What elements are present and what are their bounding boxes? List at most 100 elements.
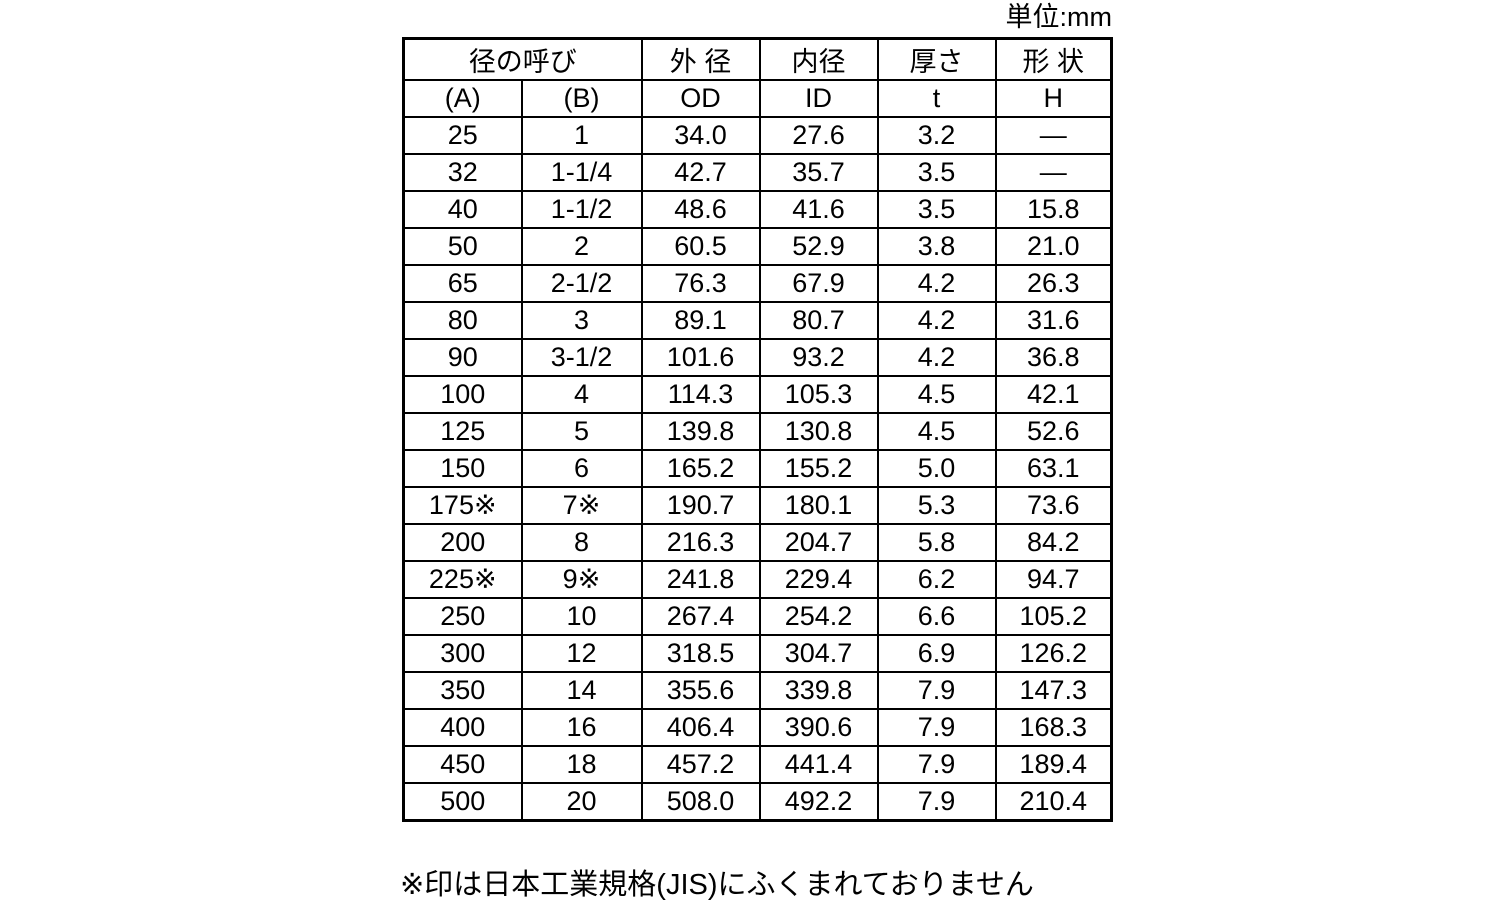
cell-h: 52.6 [994, 412, 1113, 451]
header-row-1: 径の呼び 外 径 内径 厚さ 形 状 [402, 37, 1113, 81]
table-row: 400 16 406.4 390.6 7.9 168.3 [402, 708, 1113, 747]
cell-t: 7.9 [876, 708, 997, 747]
table-row: 150 6 165.2 155.2 5.0 63.1 [402, 449, 1113, 488]
header-h: H [994, 79, 1113, 118]
cell-h: 26.3 [994, 264, 1113, 303]
table-row: 25 1 34.0 27.6 3.2— [402, 116, 1113, 155]
cell-t: 3.5 [876, 153, 997, 192]
cell-od: 355.6 [640, 671, 761, 710]
cell-id: 304.7 [758, 634, 879, 673]
cell-h: 21.0 [994, 227, 1113, 266]
header-row-2: (A) (B) OD ID t H [402, 79, 1113, 118]
cell-b: 10 [520, 597, 643, 636]
cell-b: 3 [520, 301, 643, 340]
header-b: (B) [520, 79, 643, 118]
cell-b: 1-1/2 [520, 190, 643, 229]
cell-a: 450 [402, 745, 523, 784]
cell-t: 5.0 [876, 449, 997, 488]
cell-h: 36.8 [994, 338, 1113, 377]
cell-h: 147.3 [994, 671, 1113, 710]
table-body: 25 1 34.0 27.6 3.2—32 1-1/4 42.7 35.7 3.5—40 1-1/… [402, 116, 1113, 822]
cell-t: 7.9 [876, 671, 997, 710]
cell-id: 390.6 [758, 708, 879, 747]
cell-b: 16 [520, 708, 643, 747]
cell-b: 2 [520, 227, 643, 266]
cell-id: 105.3 [758, 375, 879, 414]
cell-t: 6.9 [876, 634, 997, 673]
cell-id: 27.6 [758, 116, 879, 155]
cell-a: 80 [402, 301, 523, 340]
cell-t: 3.8 [876, 227, 997, 266]
cell-h: 84.2 [994, 523, 1113, 562]
cell-id: 35.7 [758, 153, 879, 192]
cell-od: 60.5 [640, 227, 761, 266]
cell-t: 5.3 [876, 486, 997, 525]
header-thickness: 厚さ [876, 37, 997, 81]
header-od: OD [640, 79, 761, 118]
cell-t: 3.5 [876, 190, 997, 229]
cell-b: 18 [520, 745, 643, 784]
cell-id: 93.2 [758, 338, 879, 377]
header-diameter-designation: 径の呼び [402, 37, 643, 81]
pipe-dimension-table: 径の呼び 外 径 内径 厚さ 形 状 (A) (B) OD ID t H 25 1… [402, 37, 1113, 822]
cell-h: 105.2 [994, 597, 1113, 636]
cell-od: 114.3 [640, 375, 761, 414]
cell-h: 15.8 [994, 190, 1113, 229]
cell-od: 267.4 [640, 597, 761, 636]
cell-b: 9※ [520, 560, 643, 599]
cell-t: 7.9 [876, 782, 997, 822]
cell-a: 500 [402, 782, 523, 822]
cell-a: 100 [402, 375, 523, 414]
cell-b: 20 [520, 782, 643, 822]
cell-od: 76.3 [640, 264, 761, 303]
cell-h: 31.6 [994, 301, 1113, 340]
cell-id: 80.7 [758, 301, 879, 340]
cell-h: — [994, 116, 1113, 155]
cell-b: 3-1/2 [520, 338, 643, 377]
cell-t: 4.5 [876, 412, 997, 451]
cell-b: 8 [520, 523, 643, 562]
cell-id: 52.9 [758, 227, 879, 266]
cell-id: 130.8 [758, 412, 879, 451]
table-row: 100 4 114.3 105.3 4.5 42.1 [402, 375, 1113, 414]
table-row: 125 5 139.8 130.8 4.5 52.6 [402, 412, 1113, 451]
cell-t: 4.2 [876, 338, 997, 377]
table-row: 50 2 60.5 52.9 3.8 21.0 [402, 227, 1113, 266]
cell-id: 204.7 [758, 523, 879, 562]
cell-a: 200 [402, 523, 523, 562]
cell-b: 7※ [520, 486, 643, 525]
cell-id: 67.9 [758, 264, 879, 303]
cell-a: 65 [402, 264, 523, 303]
cell-b: 5 [520, 412, 643, 451]
cell-a: 175※ [402, 486, 523, 525]
table-row: 65 2-1/2 76.3 67.9 4.2 26.3 [402, 264, 1113, 303]
table-row: 350 14 355.6 339.8 7.9 147.3 [402, 671, 1113, 710]
header-inner-diameter: 内径 [758, 37, 879, 81]
cell-od: 101.6 [640, 338, 761, 377]
table-header: 径の呼び 外 径 内径 厚さ 形 状 (A) (B) OD ID t H [402, 37, 1113, 118]
cell-t: 4.2 [876, 264, 997, 303]
cell-h: 63.1 [994, 449, 1113, 488]
cell-h: 73.6 [994, 486, 1113, 525]
cell-id: 229.4 [758, 560, 879, 599]
table-row: 300 12 318.5 304.7 6.9 126.2 [402, 634, 1113, 673]
cell-od: 241.8 [640, 560, 761, 599]
cell-id: 41.6 [758, 190, 879, 229]
cell-h: — [994, 153, 1113, 192]
unit-label: 単位:mm [1005, 2, 1112, 32]
table-row: 450 18 457.2 441.4 7.9 189.4 [402, 745, 1113, 784]
cell-id: 441.4 [758, 745, 879, 784]
cell-od: 34.0 [640, 116, 761, 155]
cell-b: 6 [520, 449, 643, 488]
cell-id: 155.2 [758, 449, 879, 488]
table-row: 90 3-1/2 101.6 93.2 4.2 36.8 [402, 338, 1113, 377]
cell-b: 4 [520, 375, 643, 414]
table-row: 40 1-1/2 48.6 41.6 3.5 15.8 [402, 190, 1113, 229]
cell-a: 125 [402, 412, 523, 451]
cell-b: 1 [520, 116, 643, 155]
cell-h: 168.3 [994, 708, 1113, 747]
table-row: 200 8 216.3 204.7 5.8 84.2 [402, 523, 1113, 562]
cell-od: 190.7 [640, 486, 761, 525]
cell-id: 254.2 [758, 597, 879, 636]
cell-a: 50 [402, 227, 523, 266]
